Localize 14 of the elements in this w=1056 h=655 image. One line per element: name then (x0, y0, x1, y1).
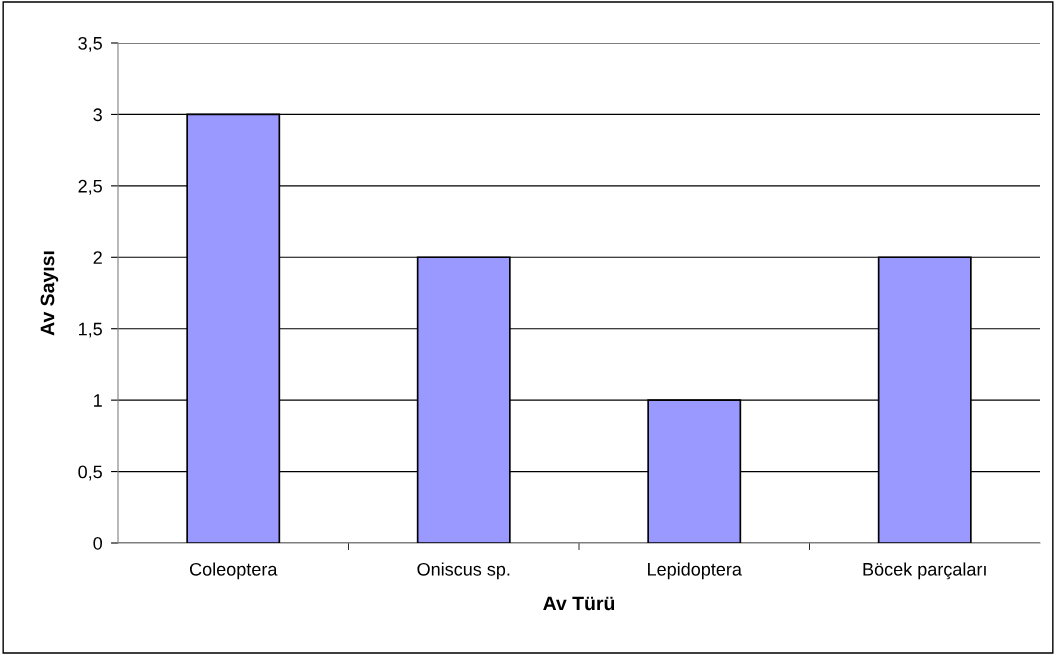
y-tick-label: 0 (93, 536, 103, 550)
x-tick-label: Oniscus sp. (417, 562, 510, 580)
y-tick-label: 0,5 (78, 465, 102, 481)
y-tick-label: 2 (93, 251, 102, 264)
y-tick-label: 1,5 (79, 322, 102, 338)
y-tick-label: 1 (94, 394, 102, 407)
x-tick-label: Coleoptera (190, 562, 278, 580)
y-axis-title: Av Sayısı (40, 251, 59, 336)
x-tick-label: Böcek parçaları (863, 562, 986, 580)
x-tick-label: Lepidoptera (648, 562, 742, 580)
y-tick-label: 3 (93, 108, 102, 122)
y-tick-label: 3,5 (78, 36, 102, 52)
y-tick-label: 2,5 (78, 179, 102, 195)
x-axis-title: Av Türü (543, 596, 615, 611)
